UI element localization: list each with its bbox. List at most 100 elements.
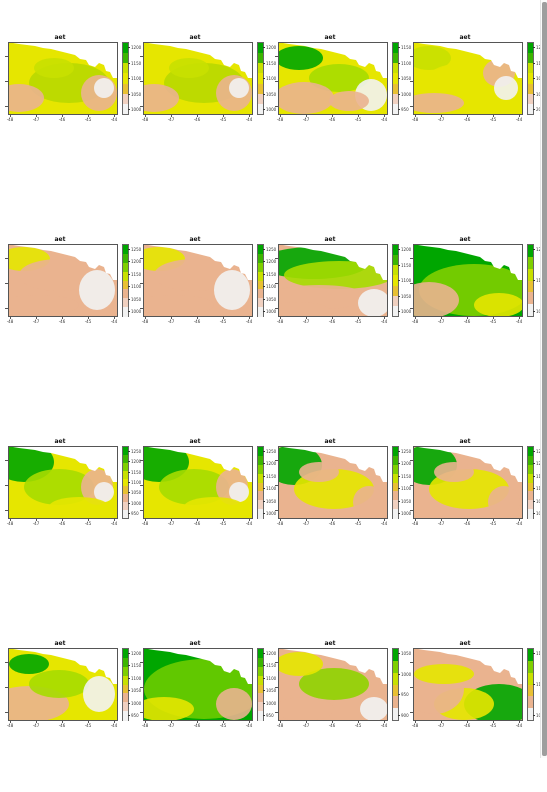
legend-swatch: [123, 502, 128, 511]
nodata-area: [414, 649, 522, 684]
legend-tick: [398, 109, 400, 110]
legend-label: 1100: [401, 278, 412, 283]
x-tick-label: -47: [167, 521, 175, 526]
legend-swatch: [393, 103, 398, 115]
legend-swatch: [123, 462, 128, 472]
color-legend: 1150 1100 1050 1000 950: [392, 42, 411, 115]
raster-zone: [169, 58, 209, 78]
legend-tick: [263, 463, 265, 465]
x-tick: [493, 114, 494, 117]
legend-label: 1100: [401, 60, 412, 66]
legend-label: 1100: [266, 76, 277, 81]
map-panel: aet -48 -47 -46 -45 -44 1200 1150 1100 1050 1000: [270, 236, 411, 388]
legend-label: 10: [536, 713, 542, 718]
panel-title: aet: [459, 640, 471, 647]
legend-swatch: [393, 93, 398, 105]
x-tick-label: -44: [245, 723, 253, 728]
x-tick-label: -44: [110, 521, 118, 526]
raster-plot: [413, 648, 523, 721]
raster-zone: [159, 469, 229, 505]
x-tick: [62, 114, 63, 117]
legend-swatch: [258, 482, 263, 492]
x-tick-label: -44: [110, 319, 118, 324]
legend-tick: [128, 492, 130, 494]
legend-label: 12: [536, 45, 542, 50]
legend-swatch: [123, 675, 128, 685]
legend-swatch: [123, 262, 128, 273]
legend-swatch: [393, 83, 398, 95]
raster-plot: [8, 446, 118, 519]
x-tick: [223, 114, 224, 117]
x-tick: [197, 316, 198, 319]
panel-title: aet: [54, 640, 66, 647]
nodata-area: [279, 447, 387, 482]
legend-swatch: [528, 268, 533, 281]
legend-swatch: [393, 473, 398, 483]
x-tick: [493, 316, 494, 319]
x-tick: [62, 720, 63, 723]
legend-swatch: [123, 245, 128, 255]
x-tick-label: -46: [463, 723, 471, 728]
legend-tick: [263, 715, 265, 716]
x-tick-label: -47: [32, 521, 40, 526]
x-tick-label: -44: [380, 117, 388, 122]
x-tick-label: -44: [245, 319, 253, 324]
y-tick: [140, 712, 143, 713]
nodata-area: [9, 447, 117, 482]
legend-label: 1050: [266, 688, 277, 694]
legend-swatch: [393, 265, 398, 276]
x-tick-label: -45: [84, 521, 92, 526]
x-tick-label: -47: [302, 723, 310, 728]
legend-label: 1000: [266, 309, 277, 314]
legend-tick: [533, 249, 535, 250]
legend-tick: [263, 690, 265, 692]
x-tick-label: -48: [141, 117, 149, 122]
raster-zone: [34, 58, 74, 78]
legend-label: 11: [536, 486, 542, 492]
x-tick: [114, 518, 115, 521]
panel-title: aet: [189, 640, 201, 647]
legend-label: 10: [536, 309, 542, 314]
y-tick: [140, 308, 143, 309]
x-tick-label: -47: [437, 521, 445, 526]
legend-label: 1250: [401, 449, 412, 454]
map-panel: aet -48 -47 -46 -45 -44 1200 1150 1100 1050 1000: [135, 34, 276, 186]
y-tick: [5, 106, 8, 107]
y-tick: [275, 308, 278, 309]
x-tick: [88, 518, 89, 521]
scrollbar-thumb[interactable]: [542, 2, 547, 756]
x-tick-label: -46: [58, 521, 66, 526]
legend-swatch: [393, 73, 398, 85]
x-tick: [384, 518, 385, 521]
legend-swatch: [258, 693, 263, 703]
x-tick-label: -46: [328, 723, 336, 728]
color-legend: 1250 1200 1150 1100 1050 1000: [257, 446, 276, 519]
raster-zone: [299, 668, 369, 700]
legend-label: 1050: [401, 498, 412, 504]
x-tick: [88, 720, 89, 723]
legend-swatch: [393, 295, 398, 307]
x-tick: [10, 720, 11, 723]
nodata-area: [414, 447, 522, 482]
raster-zone: [154, 259, 234, 291]
legend-tick: [263, 109, 265, 110]
legend-label: 1050: [266, 498, 277, 504]
legend-tick: [533, 513, 535, 514]
legend-swatch: [258, 271, 263, 281]
x-tick-label: -47: [167, 117, 175, 122]
legend-tick: [263, 451, 265, 452]
raster-image: [414, 245, 522, 316]
x-tick: [467, 720, 468, 723]
legend-label: 10: [536, 511, 542, 516]
raster-image: [279, 447, 387, 518]
x-tick: [280, 720, 281, 723]
legend-tick: [398, 488, 400, 490]
x-tick-label: -48: [6, 723, 14, 728]
panel-title: aet: [54, 34, 66, 41]
x-tick: [358, 720, 359, 723]
legend-label: 11: [536, 60, 542, 66]
legend-swatch: [393, 491, 398, 501]
x-tick-label: -48: [141, 723, 149, 728]
raster-zone: [19, 259, 99, 291]
vertical-scrollbar[interactable]: [540, 0, 547, 758]
